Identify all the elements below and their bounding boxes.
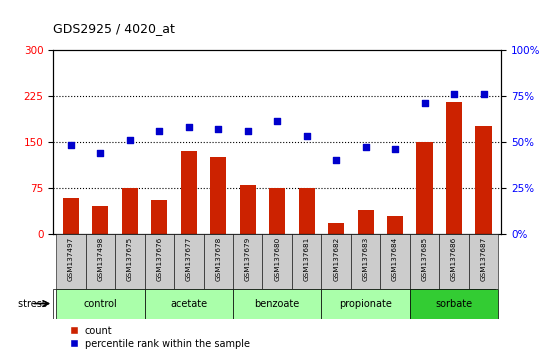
Bar <box>410 234 439 289</box>
Bar <box>292 234 321 289</box>
Bar <box>115 234 144 289</box>
Bar <box>446 102 462 234</box>
Text: GSM137497: GSM137497 <box>68 236 74 281</box>
Bar <box>86 234 115 289</box>
Bar <box>351 234 380 289</box>
Bar <box>269 188 285 234</box>
Point <box>479 91 488 97</box>
Point <box>243 128 252 133</box>
Point <box>302 133 311 139</box>
Bar <box>174 234 203 289</box>
Point <box>155 128 164 133</box>
Bar <box>233 289 321 319</box>
Text: acetate: acetate <box>170 298 207 309</box>
Text: GSM137687: GSM137687 <box>480 236 487 281</box>
Point <box>273 119 282 124</box>
Text: GSM137686: GSM137686 <box>451 236 457 281</box>
Text: GSM137682: GSM137682 <box>333 236 339 281</box>
Bar <box>63 198 79 234</box>
Bar <box>380 234 410 289</box>
Bar <box>469 234 498 289</box>
Text: GSM137684: GSM137684 <box>392 236 398 281</box>
Text: stress: stress <box>18 298 50 309</box>
Bar <box>387 216 403 234</box>
Text: GSM137498: GSM137498 <box>97 236 104 281</box>
Text: GSM137677: GSM137677 <box>186 236 192 281</box>
Text: GSM137675: GSM137675 <box>127 236 133 281</box>
Bar <box>122 188 138 234</box>
Text: control: control <box>83 298 117 309</box>
Point <box>332 157 340 163</box>
Point <box>125 137 134 143</box>
Bar <box>357 210 374 234</box>
Text: propionate: propionate <box>339 298 392 309</box>
Text: GSM137681: GSM137681 <box>304 236 310 281</box>
Point <box>361 144 370 150</box>
Legend: count, percentile rank within the sample: count, percentile rank within the sample <box>67 322 254 353</box>
Bar <box>144 234 174 289</box>
Point <box>67 142 76 148</box>
Bar <box>321 289 410 319</box>
Bar <box>233 234 263 289</box>
Bar <box>240 184 256 234</box>
Bar <box>298 188 315 234</box>
Bar <box>321 234 351 289</box>
Bar <box>92 206 109 234</box>
Point <box>96 150 105 155</box>
Text: GSM137676: GSM137676 <box>156 236 162 281</box>
Text: GSM137679: GSM137679 <box>245 236 251 281</box>
Text: sorbate: sorbate <box>436 298 473 309</box>
Bar <box>56 234 86 289</box>
Bar <box>410 289 498 319</box>
Point <box>391 146 400 152</box>
Text: GSM137685: GSM137685 <box>422 236 428 281</box>
Point <box>420 100 429 106</box>
Text: GDS2925 / 4020_at: GDS2925 / 4020_at <box>53 22 175 35</box>
Bar <box>417 142 433 234</box>
Bar <box>263 234 292 289</box>
Bar <box>151 200 167 234</box>
Bar <box>439 234 469 289</box>
Bar <box>328 223 344 234</box>
Bar <box>475 126 492 234</box>
Point <box>184 124 193 130</box>
Text: GSM137680: GSM137680 <box>274 236 280 281</box>
Point <box>214 126 223 132</box>
Text: GSM137678: GSM137678 <box>215 236 221 281</box>
Bar <box>210 157 226 234</box>
Text: benzoate: benzoate <box>255 298 300 309</box>
Point <box>450 91 459 97</box>
Text: GSM137683: GSM137683 <box>363 236 368 281</box>
Bar <box>144 289 233 319</box>
Bar <box>181 151 197 234</box>
Bar <box>56 289 144 319</box>
Bar <box>203 234 233 289</box>
